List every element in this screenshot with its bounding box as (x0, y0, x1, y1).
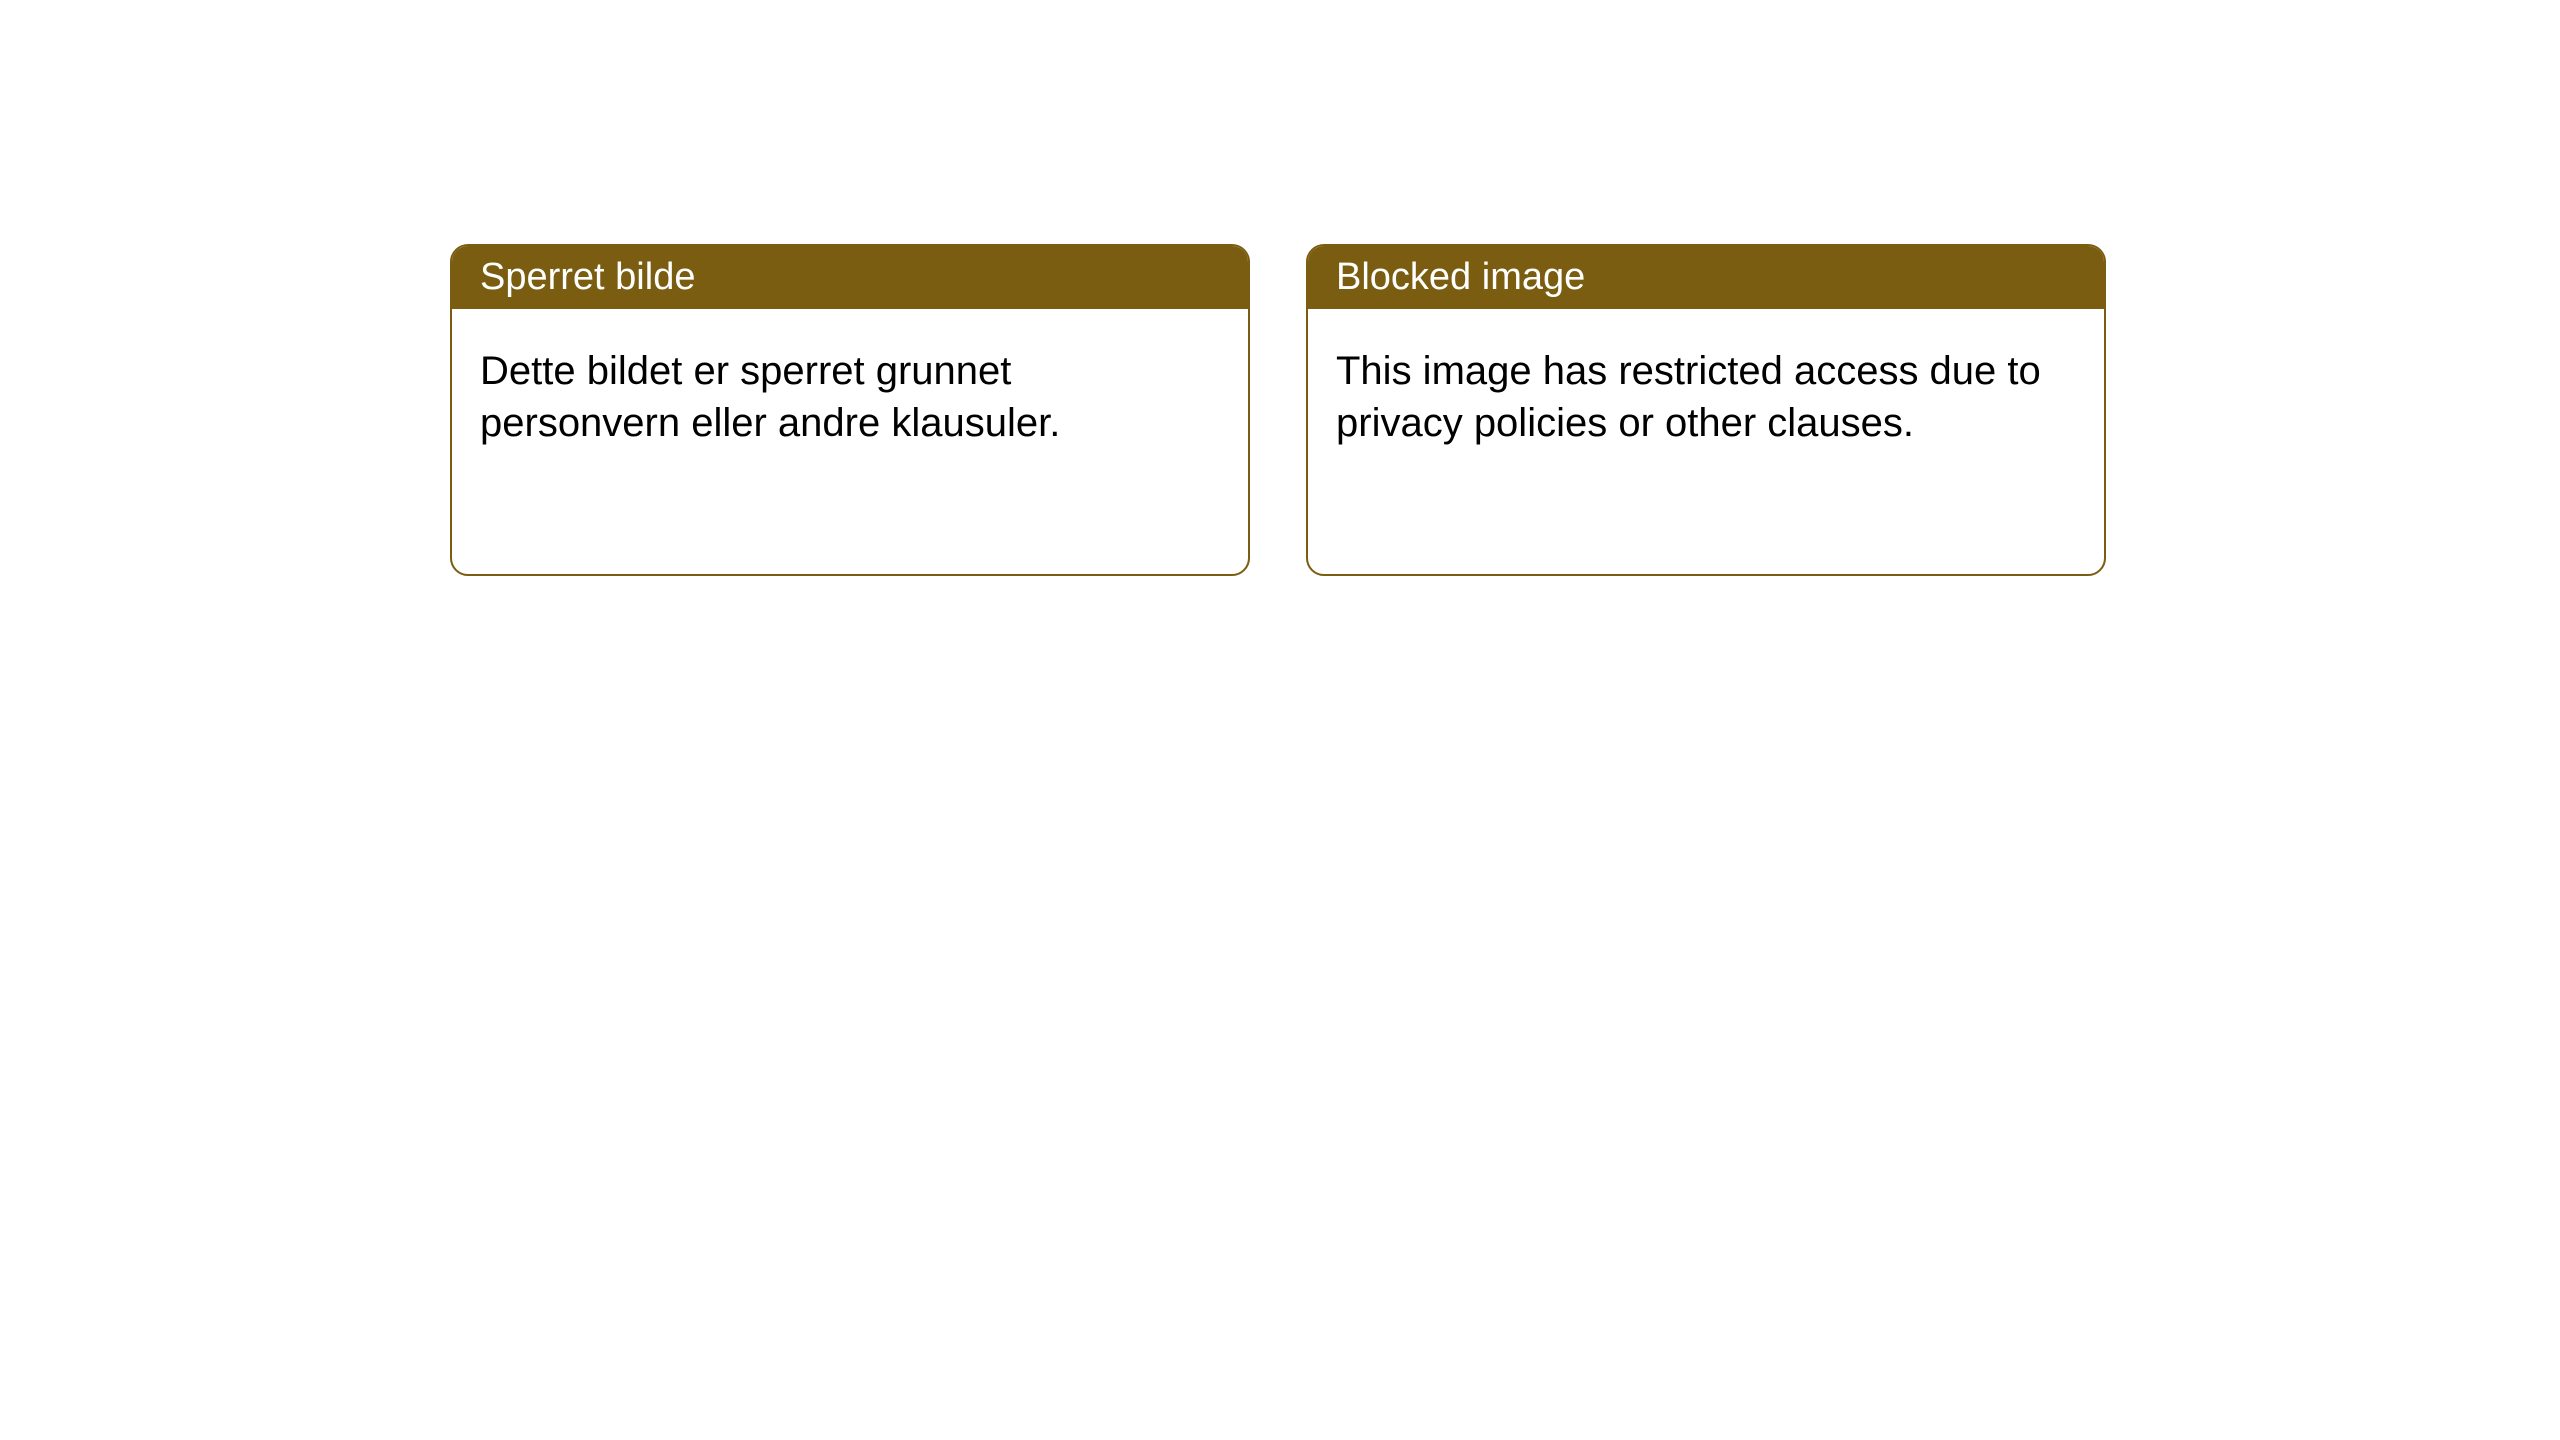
notice-header: Blocked image (1308, 246, 2104, 309)
notice-header: Sperret bilde (452, 246, 1248, 309)
notice-container: Sperret bilde Dette bildet er sperret gr… (0, 0, 2560, 576)
notice-body: Dette bildet er sperret grunnet personve… (452, 309, 1248, 485)
notice-box-norwegian: Sperret bilde Dette bildet er sperret gr… (450, 244, 1250, 576)
notice-body: This image has restricted access due to … (1308, 309, 2104, 485)
notice-box-english: Blocked image This image has restricted … (1306, 244, 2106, 576)
